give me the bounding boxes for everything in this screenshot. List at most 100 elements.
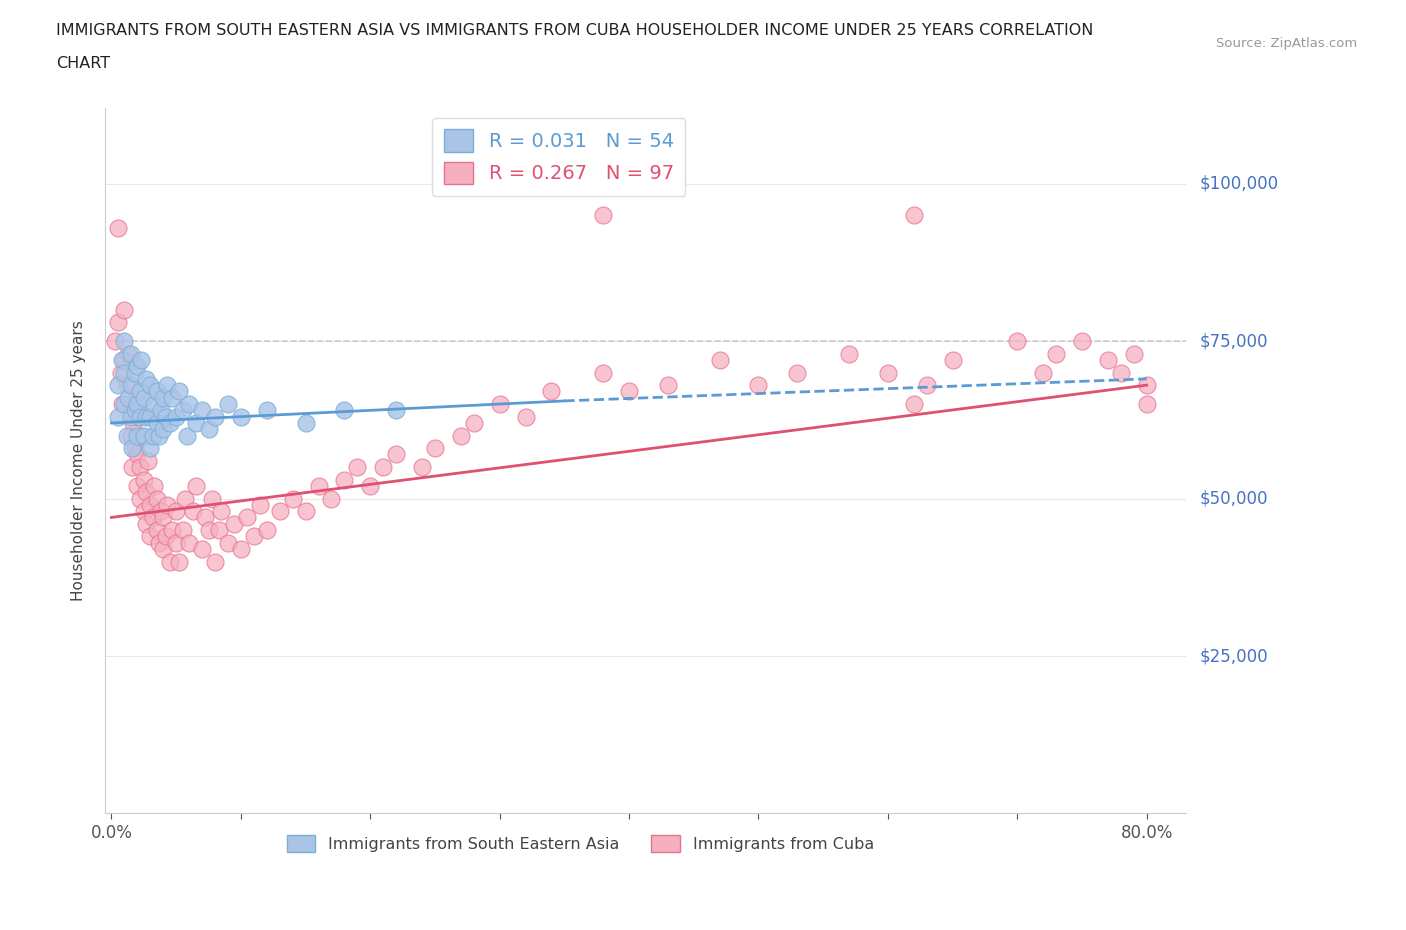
Point	[191, 541, 214, 556]
Point	[177, 396, 200, 411]
Point	[107, 220, 129, 235]
Point	[129, 491, 152, 506]
Point	[145, 384, 167, 399]
Point	[159, 416, 181, 431]
Point	[142, 510, 165, 525]
Point	[112, 352, 135, 367]
Point	[211, 504, 233, 519]
Y-axis label: Householder Income Under 25 years: Householder Income Under 25 years	[72, 320, 86, 601]
Point	[145, 491, 167, 506]
Point	[124, 441, 146, 456]
Point	[132, 504, 155, 519]
Point	[256, 523, 278, 538]
Point	[385, 403, 408, 418]
Point	[124, 365, 146, 380]
Point	[385, 447, 408, 462]
Point	[1109, 365, 1132, 380]
Point	[135, 485, 157, 499]
Point	[229, 541, 252, 556]
Point	[515, 409, 537, 424]
Point	[115, 428, 138, 443]
Point	[139, 529, 162, 544]
Point	[321, 491, 343, 506]
Point	[107, 409, 129, 424]
Point	[236, 510, 259, 525]
Point	[657, 378, 679, 392]
Point	[786, 365, 808, 380]
Point	[165, 409, 187, 424]
Point	[115, 378, 138, 392]
Point	[152, 422, 174, 437]
Point	[148, 428, 170, 443]
Text: $50,000: $50,000	[1199, 489, 1268, 508]
Point	[143, 479, 166, 494]
Point	[117, 391, 139, 405]
Point	[1045, 346, 1067, 361]
Text: $25,000: $25,000	[1199, 647, 1268, 665]
Point	[149, 504, 172, 519]
Point	[139, 409, 162, 424]
Point	[256, 403, 278, 418]
Point	[129, 409, 152, 424]
Point	[359, 479, 381, 494]
Point	[229, 409, 252, 424]
Point	[111, 396, 134, 411]
Point	[346, 459, 368, 474]
Point	[333, 472, 356, 487]
Point	[148, 535, 170, 550]
Legend: Immigrants from South Eastern Asia, Immigrants from Cuba: Immigrants from South Eastern Asia, Immi…	[280, 829, 880, 858]
Point	[112, 396, 135, 411]
Point	[217, 535, 239, 550]
Point	[162, 523, 184, 538]
Point	[121, 441, 143, 456]
Point	[176, 428, 198, 443]
Point	[120, 396, 142, 411]
Point	[139, 378, 162, 392]
Point	[281, 491, 304, 506]
Point	[942, 352, 965, 367]
Point	[127, 409, 149, 424]
Text: Source: ZipAtlas.com: Source: ZipAtlas.com	[1216, 37, 1357, 50]
Point	[127, 359, 149, 374]
Point	[155, 409, 177, 424]
Point	[423, 441, 446, 456]
Point	[224, 516, 246, 531]
Point	[107, 378, 129, 392]
Point	[129, 459, 152, 474]
Point	[165, 535, 187, 550]
Point	[172, 523, 194, 538]
Point	[136, 453, 159, 468]
Point	[159, 554, 181, 569]
Point	[135, 371, 157, 386]
Point	[592, 365, 614, 380]
Point	[1097, 352, 1119, 367]
Point	[463, 416, 485, 431]
Point	[143, 396, 166, 411]
Point	[617, 384, 640, 399]
Point	[104, 334, 127, 349]
Point	[294, 416, 316, 431]
Point	[197, 523, 219, 538]
Point	[132, 391, 155, 405]
Point	[411, 459, 433, 474]
Point	[592, 207, 614, 222]
Text: $75,000: $75,000	[1199, 332, 1268, 350]
Point	[172, 403, 194, 418]
Point	[1032, 365, 1054, 380]
Point	[139, 441, 162, 456]
Point	[127, 396, 149, 411]
Point	[127, 428, 149, 443]
Point	[184, 479, 207, 494]
Point	[208, 523, 231, 538]
Point	[174, 491, 197, 506]
Point	[181, 504, 204, 519]
Point	[1007, 334, 1029, 349]
Point	[127, 447, 149, 462]
Point	[152, 510, 174, 525]
Point	[204, 409, 226, 424]
Text: CHART: CHART	[56, 56, 110, 71]
Point	[915, 378, 938, 392]
Point	[155, 529, 177, 544]
Point	[120, 346, 142, 361]
Point	[127, 479, 149, 494]
